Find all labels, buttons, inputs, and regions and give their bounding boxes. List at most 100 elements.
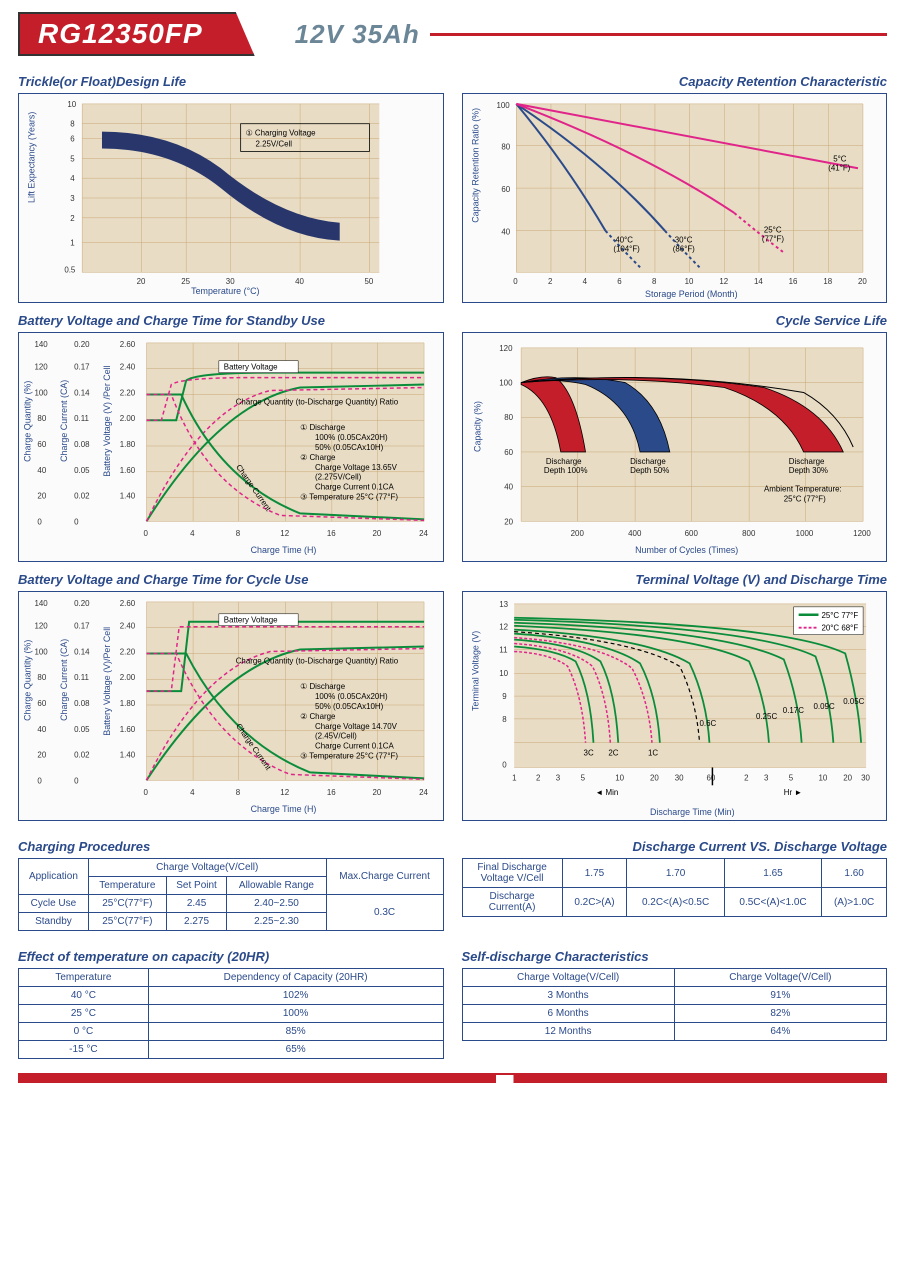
svg-text:Capacity Retention Ratio (%): Capacity Retention Ratio (%) <box>470 108 480 223</box>
panel-self-discharge: Self-discharge Characteristics Charge Vo… <box>462 941 888 1059</box>
svg-text:20: 20 <box>504 517 513 526</box>
svg-text:1.40: 1.40 <box>120 492 136 501</box>
svg-text:80: 80 <box>501 142 510 151</box>
panel-terminal: Terminal Voltage (V) and Discharge Time … <box>462 572 888 821</box>
svg-text:Charge Quantity (%): Charge Quantity (%) <box>23 381 33 462</box>
svg-text:2.40: 2.40 <box>120 363 136 372</box>
svg-text:9: 9 <box>502 692 507 701</box>
svg-text:100: 100 <box>34 388 48 397</box>
svg-text:Battery Voltage (V)/Per Cell: Battery Voltage (V)/Per Cell <box>102 627 112 736</box>
svg-text:100: 100 <box>499 379 513 388</box>
svg-text:2: 2 <box>547 277 551 286</box>
svg-text:0.09C: 0.09C <box>813 702 834 711</box>
svg-text:0: 0 <box>74 776 79 785</box>
svg-text:③ Temperature 25°C (77°F): ③ Temperature 25°C (77°F) <box>300 752 398 761</box>
svg-text:Ambient Temperature:: Ambient Temperature: <box>763 485 841 494</box>
svg-text:20: 20 <box>843 773 852 782</box>
title-standby: Battery Voltage and Charge Time for Stan… <box>18 313 444 328</box>
svg-text:14: 14 <box>753 277 762 286</box>
svg-text:8: 8 <box>502 715 507 724</box>
chart-cycle-use: Battery Voltage Charge Quantity (to-Disc… <box>18 591 444 821</box>
svg-text:(2.45V/Cell): (2.45V/Cell) <box>315 732 357 741</box>
svg-text:40: 40 <box>295 277 304 286</box>
chart-trickle: ① Charging Voltage 2.25V/Cell Lift Expec… <box>18 93 444 303</box>
svg-text:800: 800 <box>742 529 756 538</box>
svg-text:0.17: 0.17 <box>74 622 89 631</box>
svg-text:2.40: 2.40 <box>120 622 136 631</box>
svg-text:0.14: 0.14 <box>74 388 90 397</box>
table-row: 6 Months82% <box>462 1005 887 1023</box>
svg-text:Charge Voltage 14.70V: Charge Voltage 14.70V <box>315 722 398 731</box>
svg-text:40: 40 <box>37 466 46 475</box>
th-sp: Set Point <box>166 877 226 895</box>
svg-text:Charge Current (CA): Charge Current (CA) <box>59 380 69 462</box>
svg-text:1.60: 1.60 <box>120 725 136 734</box>
svg-text:② Charge: ② Charge <box>300 453 336 462</box>
title-discharge-v: Discharge Current VS. Discharge Voltage <box>462 839 888 854</box>
svg-text:Hr ►: Hr ► <box>783 788 801 797</box>
svg-text:1200: 1200 <box>853 529 871 538</box>
svg-text:12: 12 <box>499 623 508 632</box>
svg-text:5: 5 <box>70 154 75 163</box>
svg-text:Battery Voltage: Battery Voltage <box>224 616 278 625</box>
svg-text:0.20: 0.20 <box>74 599 90 608</box>
svg-text:1.80: 1.80 <box>120 699 136 708</box>
panel-cycle-life: Cycle Service Life DischargeDepth 100% D… <box>462 313 888 562</box>
svg-text:5: 5 <box>788 773 793 782</box>
svg-text:2.20: 2.20 <box>120 647 136 656</box>
table-row: 3 Months91% <box>462 987 887 1005</box>
svg-text:2.00: 2.00 <box>120 673 136 682</box>
svg-text:20: 20 <box>37 751 46 760</box>
svg-text:① Discharge: ① Discharge <box>300 682 346 691</box>
svg-text:40: 40 <box>37 725 46 734</box>
title-terminal: Terminal Voltage (V) and Discharge Time <box>462 572 888 587</box>
svg-text:(86°F): (86°F) <box>672 244 694 253</box>
svg-text:16: 16 <box>327 788 336 797</box>
svg-text:4: 4 <box>582 277 587 286</box>
svg-text:0.11: 0.11 <box>74 414 89 423</box>
table-row: Discharge Current(A) 0.2C>(A) 0.2C<(A)<0… <box>462 888 887 917</box>
svg-text:30: 30 <box>226 277 235 286</box>
table-self-discharge: Charge Voltage(V/Cell)Charge Voltage(V/C… <box>462 968 888 1041</box>
svg-text:13: 13 <box>499 600 508 609</box>
svg-text:0.6C: 0.6C <box>699 719 716 728</box>
svg-text:2: 2 <box>535 773 539 782</box>
svg-text:1: 1 <box>70 239 75 248</box>
svg-text:100: 100 <box>496 101 510 110</box>
svg-text:Storage Period (Month): Storage Period (Month) <box>645 289 738 299</box>
svg-text:① Charging Voltage: ① Charging Voltage <box>246 129 317 138</box>
svg-text:② Charge: ② Charge <box>300 712 336 721</box>
svg-text:4: 4 <box>190 788 195 797</box>
svg-text:120: 120 <box>34 622 48 631</box>
svg-text:0.02: 0.02 <box>74 751 89 760</box>
title-trickle: Trickle(or Float)Design Life <box>18 74 444 89</box>
chart-terminal: 25°C 77°F 20°C 68°F <box>462 591 888 821</box>
svg-text:10: 10 <box>684 277 693 286</box>
svg-text:③ Temperature 25°C (77°F): ③ Temperature 25°C (77°F) <box>300 493 398 502</box>
svg-text:① Discharge: ① Discharge <box>300 423 346 432</box>
svg-text:20: 20 <box>857 277 866 286</box>
th-cv: Charge Voltage(V/Cell) <box>88 859 326 877</box>
svg-text:6: 6 <box>70 135 75 144</box>
svg-text:2.00: 2.00 <box>120 414 136 423</box>
svg-text:20: 20 <box>649 773 658 782</box>
svg-text:0.05: 0.05 <box>74 725 90 734</box>
svg-text:0: 0 <box>144 529 149 538</box>
svg-text:0.25C: 0.25C <box>756 712 777 721</box>
svg-text:5°C: 5°C <box>833 154 847 163</box>
table-discharge-v: Final Discharge Voltage V/Cell 1.75 1.70… <box>462 858 888 917</box>
svg-text:0.17C: 0.17C <box>782 706 803 715</box>
svg-text:8: 8 <box>651 277 656 286</box>
svg-text:0.17: 0.17 <box>74 363 89 372</box>
svg-text:20: 20 <box>373 529 382 538</box>
svg-text:40: 40 <box>501 228 510 237</box>
svg-text:10: 10 <box>615 773 624 782</box>
svg-text:1.80: 1.80 <box>120 440 136 449</box>
svg-text:Capacity (%): Capacity (%) <box>472 401 482 452</box>
svg-text:Depth 30%: Depth 30% <box>788 466 827 475</box>
table-row: -15 °C65% <box>19 1041 444 1059</box>
title-cycle-use: Battery Voltage and Charge Time for Cycl… <box>18 572 444 587</box>
svg-text:30: 30 <box>674 773 683 782</box>
th-temp: Temperature <box>88 877 166 895</box>
svg-text:20: 20 <box>37 492 46 501</box>
